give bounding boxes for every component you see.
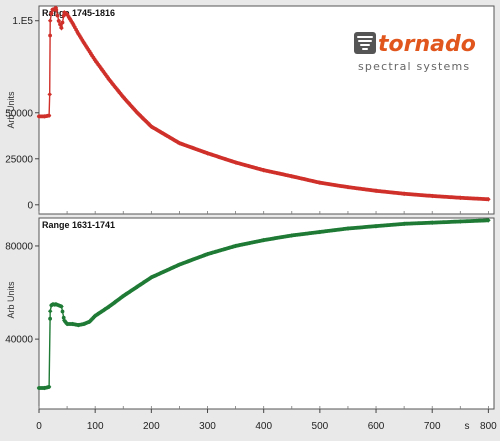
- x-tick-label: 300: [199, 421, 216, 432]
- x-tick-label: 400: [255, 421, 272, 432]
- x-tick-label: 800: [480, 421, 497, 432]
- y-tick-label: 40000: [5, 335, 33, 346]
- sample-marker: [485, 197, 490, 202]
- panel-title-top: Range 1745-1816: [42, 8, 115, 18]
- y-tick-label: 0: [27, 200, 33, 211]
- y-tick-label: 25000: [5, 154, 33, 165]
- x-tick-label: 500: [312, 421, 329, 432]
- sample-marker: [485, 218, 490, 223]
- y-axis-label-bottom: Arb Units: [6, 281, 16, 319]
- logo-subtitle: spectral systems: [358, 60, 470, 73]
- sample-marker: [59, 25, 64, 30]
- plot-area-top: [38, 5, 495, 215]
- chart-marks: [36, 5, 491, 391]
- tornado-logo: tornado spectral systems: [354, 32, 476, 73]
- logo-wordmark: tornado: [378, 32, 476, 57]
- sample-marker: [60, 20, 65, 25]
- sample-marker: [47, 385, 51, 389]
- panel-title-bottom: Range 1631-1741: [42, 220, 115, 230]
- panel-title-box-bottom: [40, 219, 120, 231]
- data-point: [47, 92, 52, 97]
- sample-marker: [54, 7, 59, 12]
- plot-area-bottom: [38, 217, 495, 410]
- data-point: [47, 18, 53, 23]
- y-tick-label: 1.E5: [12, 16, 33, 27]
- sample-marker: [47, 113, 51, 118]
- sample-marker: [48, 33, 52, 38]
- panel-bottom: Range 1631-1741 Arb Units s: [6, 217, 495, 432]
- x-tick-label: 100: [87, 421, 104, 432]
- sample-marker: [49, 11, 54, 16]
- panel-top: Range 1745-1816 Arb Units: [6, 5, 495, 215]
- x-axis-unit-label: s: [465, 421, 470, 432]
- y-axis-label-top: Arb Units: [6, 91, 16, 129]
- tornado-swirl-icon: [354, 32, 376, 54]
- x-tick-label: 0: [36, 421, 42, 432]
- sample-marker: [48, 316, 52, 321]
- x-tick-label: 200: [143, 421, 160, 432]
- y-tick-label: 80000: [5, 241, 33, 252]
- sample-marker: [60, 309, 65, 314]
- x-tick-label: 700: [424, 421, 441, 432]
- sample-marker: [55, 13, 60, 18]
- sample-marker: [56, 19, 61, 23]
- y-tick-label: 50000: [5, 108, 33, 119]
- sample-marker: [61, 315, 66, 320]
- sample-marker: [59, 304, 64, 309]
- x-tick-label: 600: [368, 421, 385, 432]
